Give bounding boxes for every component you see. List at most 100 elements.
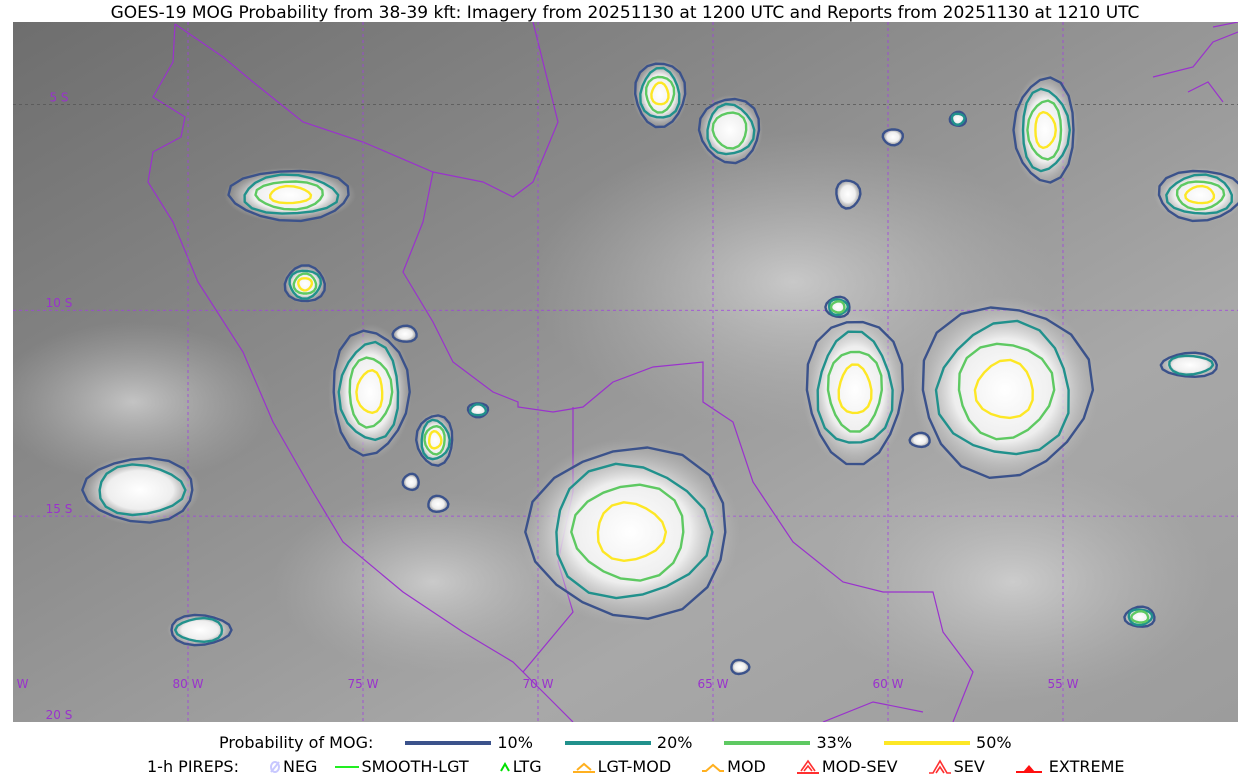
legend-item-10: 10% <box>373 733 533 752</box>
pirep-label: LGT-MOD <box>597 757 672 776</box>
storm-cell <box>802 310 908 470</box>
contour-50% <box>973 358 1034 420</box>
pirep-label: SEV <box>953 757 985 776</box>
contour-33% <box>292 272 318 295</box>
storm-cell <box>466 402 490 419</box>
contour-50% <box>297 277 314 292</box>
contour-10% <box>697 97 761 165</box>
probability-legend-label: Probability of MOG: <box>219 733 374 752</box>
hat-icon <box>702 763 725 772</box>
cloud-top <box>402 473 420 491</box>
contour-10% <box>921 306 1095 479</box>
contour-10% <box>805 320 905 466</box>
hat-underline-icon <box>572 762 595 773</box>
storm-cell <box>401 472 420 492</box>
pirep-label: LTG <box>512 757 542 776</box>
cloud-top <box>882 128 904 146</box>
storm-cell <box>697 94 763 166</box>
contour-10% <box>1159 351 1219 378</box>
legend-label: 20% <box>656 733 693 752</box>
storm-cell <box>911 296 1099 484</box>
contour-20% <box>337 340 400 442</box>
cloud-top <box>730 659 750 675</box>
contour-10% <box>1157 169 1238 223</box>
legend-label: 10% <box>497 733 533 752</box>
lat-label: 20 S <box>46 708 73 722</box>
contour-10% <box>332 329 411 457</box>
double-hat-icon <box>928 758 951 774</box>
storm-cell <box>427 494 450 513</box>
contour-10% <box>1123 605 1156 628</box>
pirep-label: MOD-SEV <box>821 757 898 776</box>
pireps-legend-label: 1-h PIREPS: <box>147 757 239 776</box>
swatch-50 <box>884 740 971 745</box>
contour-33% <box>711 111 748 150</box>
contour-20% <box>288 269 322 300</box>
storm-cell <box>79 454 201 526</box>
contour-10% <box>81 456 194 524</box>
contour-33% <box>1175 180 1226 211</box>
contour-33% <box>826 350 883 433</box>
contour-50% <box>428 430 443 450</box>
storm-cell <box>520 438 740 626</box>
cloud-top <box>427 495 449 513</box>
contour-50% <box>1034 110 1058 150</box>
pirep-label: NEG <box>282 757 318 776</box>
contour-20% <box>555 462 714 600</box>
contour-10% <box>415 414 454 467</box>
contour-10% <box>908 431 931 449</box>
storm-cell <box>730 658 751 676</box>
storm-cell <box>824 295 852 319</box>
filled-triangle-icon <box>1015 764 1042 773</box>
contour-10% <box>401 472 420 492</box>
contour-33% <box>1130 610 1150 624</box>
contour-33% <box>644 75 676 114</box>
contour-50% <box>269 184 313 205</box>
line-icon <box>335 765 360 768</box>
contour-10% <box>824 295 851 319</box>
contour-20% <box>243 173 340 215</box>
grid-labels: 85 W 80 W 75 W 70 W 65 W 60 W 55 W 5 S 10 S 15 S 2… <box>13 90 1079 722</box>
storm-cell <box>948 110 967 128</box>
cloud-top <box>802 310 908 470</box>
lon-label: 70 W <box>523 677 554 691</box>
storm-cell <box>632 58 688 130</box>
contour-20% <box>173 616 224 643</box>
swatch-20 <box>564 740 651 745</box>
pirep-label: SMOOTH-LGT <box>361 757 469 776</box>
lat-label: 10 S <box>46 296 73 310</box>
storm-cell <box>1153 167 1238 223</box>
contour-50% <box>596 501 668 562</box>
contour-20% <box>816 330 894 444</box>
storm-cell <box>1123 605 1157 628</box>
contour-20% <box>828 298 850 317</box>
contour-20% <box>1165 173 1234 215</box>
lat-label: 5 S <box>49 90 68 104</box>
cloud-top <box>391 325 419 343</box>
contour-20% <box>934 319 1070 456</box>
contour-10% <box>881 128 904 147</box>
contour-10% <box>948 110 967 128</box>
storm-cell <box>328 323 412 461</box>
contour-33% <box>570 483 685 582</box>
pirep-label: EXTREME <box>1048 757 1125 776</box>
lon-label: 60 W <box>873 677 904 691</box>
legend-label: 33% <box>816 733 853 752</box>
legend-item-33: 33% <box>692 733 852 752</box>
lon-label: 65 W <box>698 677 729 691</box>
mog-contours <box>79 58 1238 676</box>
contour-10% <box>283 264 326 303</box>
contour-33% <box>254 180 324 211</box>
probability-legend: Probability of MOG: 10% 20% 33% 50% <box>0 733 1250 752</box>
lon-label: 85 W <box>13 677 29 691</box>
contour-20% <box>639 66 681 119</box>
contour-20% <box>950 112 966 126</box>
caret-icon <box>499 761 510 771</box>
lon-label: 75 W <box>348 677 379 691</box>
storm-cell <box>908 431 931 449</box>
storm-cell <box>881 128 904 147</box>
legend-label: 50% <box>976 733 1012 752</box>
contour-10% <box>391 324 418 343</box>
contour-33% <box>957 342 1056 441</box>
contour-10% <box>427 494 450 513</box>
